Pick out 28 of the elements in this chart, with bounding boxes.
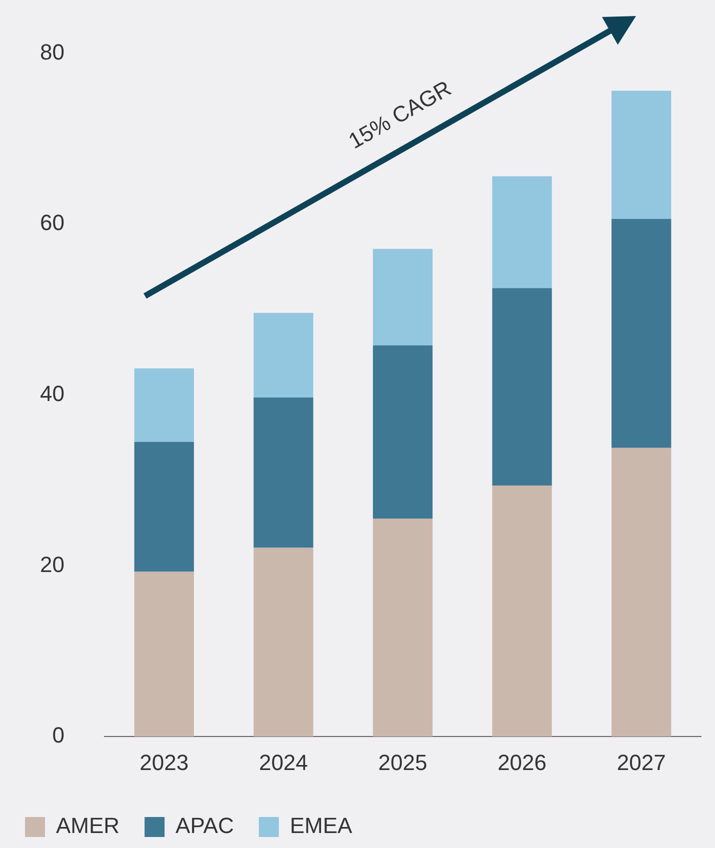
bar (372, 345, 433, 519)
bar (612, 90, 672, 219)
y-tick-label: 0 (52, 722, 64, 748)
bar (492, 485, 552, 737)
x-tick-label: 2025 (378, 750, 428, 775)
bar (372, 248, 433, 346)
bar (134, 368, 194, 442)
bar (134, 572, 194, 737)
y-tick-label: 40 (40, 380, 64, 406)
bar (492, 288, 552, 486)
legend-label: APAC (176, 813, 234, 838)
bar (254, 312, 314, 398)
bar (612, 218, 672, 448)
x-tick-label: 2024 (258, 750, 308, 775)
bar (134, 442, 194, 572)
y-tick-label: 60 (40, 210, 64, 236)
x-tick-label: 2027 (616, 750, 666, 775)
bar (254, 397, 314, 548)
bar (254, 548, 314, 737)
legend-label: EMEA (290, 813, 353, 838)
x-tick-label: 2023 (140, 750, 189, 775)
x-tick-label: 2026 (498, 750, 547, 775)
legend-label: AMER (56, 813, 120, 838)
bar (612, 448, 672, 737)
y-tick-label: 20 (40, 552, 64, 577)
bar (492, 176, 552, 288)
y-tick-label: 80 (40, 39, 64, 64)
bar (372, 518, 433, 737)
